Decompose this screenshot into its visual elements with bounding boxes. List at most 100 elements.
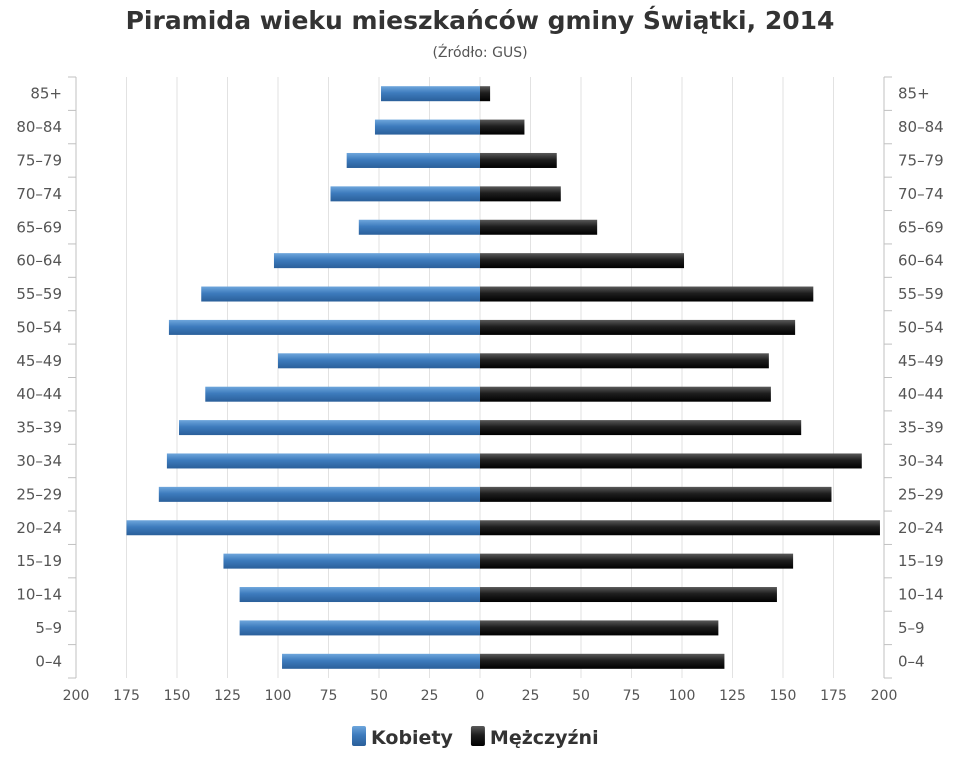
bar-kobiety (273, 253, 480, 269)
bar-mezczyzni (480, 219, 598, 235)
x-tick-label: 25 (522, 688, 540, 704)
bar-mezczyzni (480, 620, 719, 636)
category-label-right: 70–74 (898, 185, 944, 203)
category-label-left: 80–84 (16, 118, 62, 136)
legend: Kobiety Mężczyźni (352, 726, 599, 749)
x-tick-label: 175 (113, 688, 140, 704)
bar-mezczyzni (480, 553, 794, 569)
category-label-right: 15–19 (898, 552, 944, 570)
legend-swatch-kobiety[interactable] (352, 726, 366, 746)
bars (126, 86, 880, 669)
bar-kobiety (201, 286, 481, 302)
x-tick-label: 175 (820, 688, 847, 704)
bar-mezczyzni (480, 453, 862, 469)
legend-swatch-mezczyzni[interactable] (470, 726, 485, 746)
bar-mezczyzni (480, 86, 491, 102)
x-tick-label: 50 (370, 688, 388, 704)
category-label-left: 20–24 (16, 519, 62, 537)
axes: 85+ 85+ 80–84 80–84 75–79 75–79 70–74 70–74 65–6… (16, 76, 944, 704)
category-label-right: 25–29 (898, 485, 944, 503)
category-label-right: 80–84 (898, 118, 944, 136)
x-tick-label: 200 (871, 688, 898, 704)
category-label-left: 50–54 (16, 318, 62, 336)
category-label-right: 40–44 (898, 385, 944, 403)
bar-kobiety (223, 553, 480, 569)
category-label-left: 45–49 (16, 352, 62, 370)
bar-kobiety (205, 386, 480, 402)
legend-label-mezczyzni[interactable]: Mężczyźni (490, 727, 599, 749)
bar-kobiety (374, 119, 480, 135)
bar-kobiety (330, 186, 480, 202)
category-label-left: 55–59 (16, 285, 62, 303)
category-label-left: 40–44 (16, 385, 62, 403)
category-label-left: 15–19 (16, 552, 62, 570)
category-label-right: 0–4 (898, 652, 925, 670)
bar-kobiety (158, 486, 480, 502)
bar-mezczyzni (480, 520, 880, 536)
bar-mezczyzni (480, 186, 561, 202)
category-label-left: 30–34 (16, 452, 62, 470)
bar-kobiety (282, 653, 480, 669)
bar-mezczyzni (480, 319, 796, 335)
category-label-right: 30–34 (898, 452, 944, 470)
category-label-left: 70–74 (16, 185, 62, 203)
x-tick-label: 150 (770, 688, 797, 704)
bar-kobiety (168, 319, 481, 335)
bar-kobiety (239, 587, 480, 603)
category-label-right: 35–39 (898, 419, 944, 437)
category-label-right: 20–24 (898, 519, 944, 537)
bar-mezczyzni (480, 119, 525, 135)
x-tick-label: 75 (623, 688, 641, 704)
x-tick-label: 125 (214, 688, 241, 704)
x-tick-label: 25 (421, 688, 439, 704)
category-label-left: 0–4 (35, 652, 62, 670)
category-label-left: 85+ (30, 85, 62, 103)
x-tick-label: 125 (719, 688, 746, 704)
category-label-left: 75–79 (16, 151, 62, 169)
x-tick-label: 0 (476, 688, 485, 704)
legend-label-kobiety[interactable]: Kobiety (371, 727, 454, 749)
category-label-left: 35–39 (16, 419, 62, 437)
bar-mezczyzni (480, 386, 771, 402)
bar-mezczyzni (480, 653, 725, 669)
category-label-left: 25–29 (16, 485, 62, 503)
category-label-right: 45–49 (898, 352, 944, 370)
category-label-right: 85+ (898, 85, 930, 103)
chart-subtitle: (Źródło: GUS) (432, 45, 528, 61)
category-label-right: 5–9 (898, 619, 925, 637)
bar-kobiety (358, 219, 480, 235)
category-label-left: 65–69 (16, 218, 62, 236)
bar-kobiety (126, 520, 480, 536)
category-label-right: 55–59 (898, 285, 944, 303)
x-tick-label: 75 (320, 688, 338, 704)
bar-kobiety (239, 620, 480, 636)
category-label-right: 60–64 (898, 252, 944, 270)
category-label-left: 10–14 (16, 586, 62, 604)
x-tick-label: 200 (63, 688, 90, 704)
bar-kobiety (166, 453, 480, 469)
category-label-left: 60–64 (16, 252, 62, 270)
chart-title: Piramida wieku mieszkańców gminy Świątki… (125, 6, 835, 35)
bar-mezczyzni (480, 253, 685, 269)
bar-mezczyzni (480, 587, 777, 603)
x-tick-label: 100 (669, 688, 696, 704)
bar-mezczyzni (480, 353, 769, 369)
x-tick-label: 150 (164, 688, 191, 704)
bar-mezczyzni (480, 152, 557, 168)
x-tick-label: 100 (265, 688, 292, 704)
category-label-right: 75–79 (898, 151, 944, 169)
category-label-right: 65–69 (898, 218, 944, 236)
bar-kobiety (381, 86, 480, 102)
category-label-right: 10–14 (898, 586, 944, 604)
bar-kobiety (346, 152, 480, 168)
x-tick-label: 50 (572, 688, 590, 704)
category-label-left: 5–9 (35, 619, 62, 637)
bar-mezczyzni (480, 486, 832, 502)
bar-mezczyzni (480, 420, 802, 436)
category-label-right: 50–54 (898, 318, 944, 336)
bar-mezczyzni (480, 286, 814, 302)
bar-kobiety (278, 353, 480, 369)
bar-kobiety (179, 420, 480, 436)
